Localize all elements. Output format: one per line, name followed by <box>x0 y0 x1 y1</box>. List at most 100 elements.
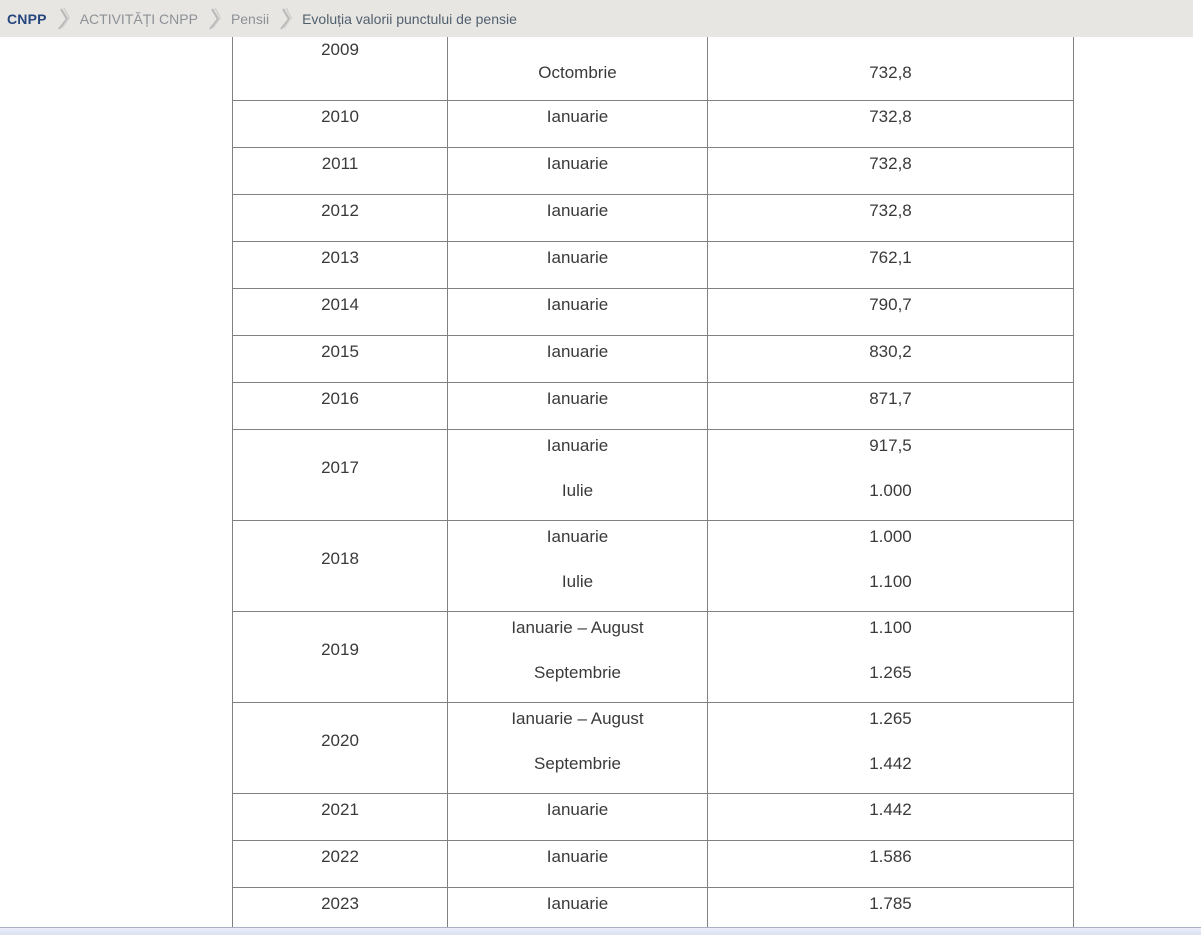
year-label: 2015 <box>321 342 359 361</box>
month-label: Ianuarie – August <box>511 617 644 637</box>
year-cell: 2017 <box>232 428 448 521</box>
year-label: 2014 <box>321 295 359 314</box>
table-row: 2018 Ianuarie Iulie 1.000 1.100 <box>232 519 1074 612</box>
year-cell: 2010 <box>232 99 448 148</box>
value-cell: 762,1 <box>707 240 1074 289</box>
table-row: 2017 Ianuarie Iulie 917,5 1.000 <box>232 428 1074 521</box>
table-row: 2010 Ianuarie 732,8 <box>232 99 1074 148</box>
year-cell: 2011 <box>232 146 448 195</box>
month-label: Ianuarie <box>546 389 609 408</box>
value-label: 732,8 <box>869 154 912 173</box>
year-cell: 2021 <box>232 792 448 841</box>
value-cell: 1.100 1.265 <box>707 610 1074 703</box>
year-label: 2020 <box>321 731 359 750</box>
month-label: Ianuarie <box>546 154 609 173</box>
month-label: Iulie <box>561 571 594 591</box>
month-label: Ianuarie <box>546 201 609 220</box>
value-label: 1.442 <box>869 753 912 773</box>
month-label: Iulie <box>561 480 594 500</box>
month-label: Ianuarie <box>546 894 609 913</box>
value-cell: 790,7 <box>707 287 1074 336</box>
month-cell: Ianuarie – August Septembrie <box>447 610 708 703</box>
year-cell: 2022 <box>232 839 448 888</box>
year-label: 2021 <box>321 800 359 819</box>
month-cell: Ianuarie Iulie <box>447 428 708 521</box>
month-cell: Octombrie <box>447 37 708 101</box>
month-cell: Ianuarie <box>447 334 708 383</box>
table-row: 2011 Ianuarie 732,8 <box>232 146 1074 195</box>
horizontal-scrollbar-track[interactable] <box>0 927 1201 935</box>
month-label: Ianuarie <box>546 248 609 267</box>
chevron-right-icon <box>55 6 71 32</box>
month-cell: Ianuarie – August Septembrie <box>447 701 708 794</box>
value-label: 1.000 <box>869 526 912 546</box>
value-label: 1.265 <box>869 708 912 728</box>
month-cell: Ianuarie <box>447 146 708 195</box>
year-label: 2009 <box>321 40 359 59</box>
table-row: 2014 Ianuarie 790,7 <box>232 287 1074 336</box>
table-row: 2012 Ianuarie 732,8 <box>232 193 1074 242</box>
year-label: 2019 <box>321 640 359 659</box>
month-label: Ianuarie <box>546 342 609 361</box>
month-cell: Ianuarie <box>447 99 708 148</box>
table-row: 2019 Ianuarie – August Septembrie 1.100 … <box>232 610 1074 703</box>
value-label: 790,7 <box>869 295 912 314</box>
table-row: 2020 Ianuarie – August Septembrie 1.265 … <box>232 701 1074 794</box>
value-label: 1.100 <box>869 571 912 591</box>
value-label: 917,5 <box>869 435 912 455</box>
value-label: 1.265 <box>869 662 912 682</box>
year-cell: 2014 <box>232 287 448 336</box>
value-cell: 830,2 <box>707 334 1074 383</box>
month-cell: Ianuarie <box>447 792 708 841</box>
chevron-right-icon <box>207 6 223 32</box>
year-label: 2013 <box>321 248 359 267</box>
year-label: 2016 <box>321 389 359 408</box>
year-cell: 2012 <box>232 193 448 242</box>
month-cell: Ianuarie <box>447 839 708 888</box>
value-cell: 732,8 <box>707 146 1074 195</box>
year-label: 2018 <box>321 549 359 568</box>
month-label: Ianuarie <box>546 800 609 819</box>
chevron-right-icon <box>278 6 294 32</box>
value-cell: 1.000 1.100 <box>707 519 1074 612</box>
year-cell: 2016 <box>232 381 448 430</box>
value-label: 1.000 <box>869 480 912 500</box>
year-cell: 2009 <box>232 37 448 101</box>
value-cell: 732,8 <box>707 99 1074 148</box>
month-cell: Ianuarie Iulie <box>447 519 708 612</box>
month-label: Septembrie <box>534 753 621 773</box>
year-label: 2022 <box>321 847 359 866</box>
value-label: 1.442 <box>869 800 912 819</box>
month-cell: Ianuarie <box>447 193 708 242</box>
month-label: Ianuarie – August <box>511 708 644 728</box>
value-label: 732,8 <box>869 107 912 126</box>
month-cell: Ianuarie <box>447 886 708 935</box>
value-cell: 1.586 <box>707 839 1074 888</box>
value-label: 1.100 <box>869 617 912 637</box>
pension-table-container: 2009 Octombrie 732,8 2010 Ianuarie 732,8… <box>232 37 1074 935</box>
year-cell: 2019 <box>232 610 448 703</box>
table-row: 2013 Ianuarie 762,1 <box>232 240 1074 289</box>
breadcrumb-item-activitati-cnpp[interactable]: ACTIVITĂȚI CNPP <box>79 10 198 27</box>
value-label: 732,8 <box>869 63 912 82</box>
table-row: 2023 Ianuarie 1.785 <box>232 886 1074 935</box>
value-label: 871,7 <box>869 389 912 408</box>
year-label: 2017 <box>321 458 359 477</box>
value-label: 762,1 <box>869 248 912 267</box>
value-label: 1.586 <box>869 847 912 866</box>
year-cell: 2015 <box>232 334 448 383</box>
year-cell: 2018 <box>232 519 448 612</box>
month-label: Ianuarie <box>546 847 609 866</box>
year-cell: 2023 <box>232 886 448 935</box>
table-row: 2009 Octombrie 732,8 <box>232 37 1074 101</box>
value-cell: 917,5 1.000 <box>707 428 1074 521</box>
pension-point-table: 2009 Octombrie 732,8 2010 Ianuarie 732,8… <box>232 37 1074 935</box>
breadcrumb-item-pensii[interactable]: Pensii <box>230 10 270 27</box>
month-label: Ianuarie <box>546 107 609 126</box>
breadcrumb-item-cnpp[interactable]: CNPP <box>7 10 47 27</box>
value-cell: 1.442 <box>707 792 1074 841</box>
year-label: 2012 <box>321 201 359 220</box>
month-label: Ianuarie <box>546 295 609 314</box>
month-cell: Ianuarie <box>447 287 708 336</box>
value-label: 732,8 <box>869 201 912 220</box>
